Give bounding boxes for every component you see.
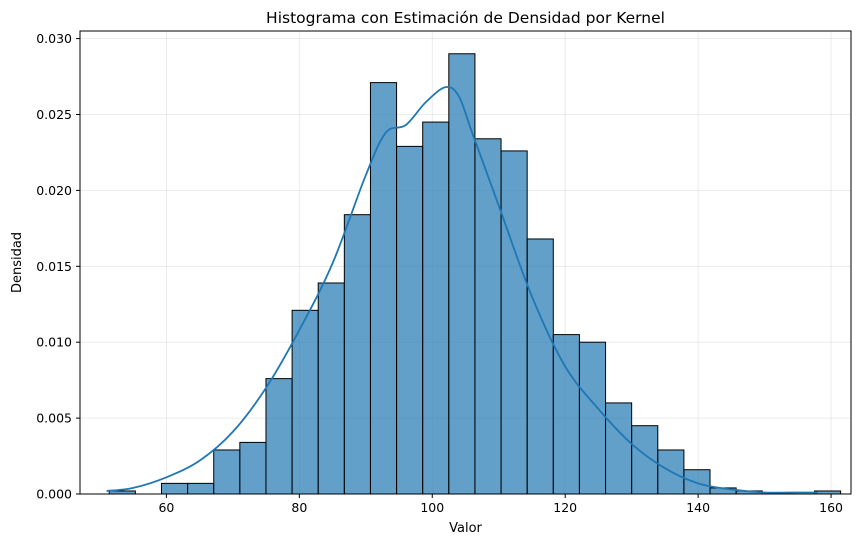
bar-19 <box>605 402 633 495</box>
bar-9 <box>343 214 371 495</box>
x-tick-label-3: 120 <box>553 500 577 515</box>
y-tick-label-3: 0.015 <box>36 259 72 274</box>
y-tick-label-6: 0.030 <box>36 31 72 46</box>
bar-2 <box>160 482 189 495</box>
chart-title: Histograma con Estimación de Densidad po… <box>266 9 665 27</box>
x-tick-label-2: 100 <box>420 500 444 515</box>
bar-8 <box>317 282 345 495</box>
x-axis-label: Valor <box>449 521 482 536</box>
bar-16 <box>526 238 554 495</box>
bar-11 <box>396 145 424 495</box>
y-tick-label-5: 0.025 <box>36 107 72 122</box>
bar-5 <box>239 441 267 495</box>
y-tick-label-4: 0.020 <box>36 183 72 198</box>
bar-20 <box>631 425 659 495</box>
bar-18 <box>578 341 607 495</box>
bar-12 <box>422 121 450 495</box>
bar-10 <box>369 82 398 495</box>
x-tick-label-1: 80 <box>291 500 307 515</box>
bar-3 <box>187 482 215 495</box>
plot-frame <box>79 30 852 495</box>
y-tick-label-0: 0.000 <box>36 487 72 502</box>
bar-13 <box>448 53 476 495</box>
bar-6 <box>265 378 293 495</box>
x-axis-ticks: 60 80 100 120 140 160 <box>158 494 843 515</box>
y-tick-label-2: 0.010 <box>36 335 72 350</box>
x-tick-label-5: 160 <box>819 500 843 515</box>
y-axis-label: Densidad <box>10 232 25 293</box>
bar-17 <box>552 334 580 495</box>
bar-22 <box>683 469 711 495</box>
bar-4 <box>213 449 241 495</box>
y-tick-label-1: 0.005 <box>36 411 72 426</box>
x-tick-label-4: 140 <box>686 500 710 515</box>
bar-15 <box>500 150 528 495</box>
x-tick-label-0: 60 <box>158 500 174 515</box>
y-axis-ticks: 0.000 0.005 0.010 0.015 0.020 0.025 0.030 <box>36 31 80 502</box>
kde-curve <box>106 86 818 494</box>
bar-14 <box>474 138 502 495</box>
histogram-bars <box>108 53 842 495</box>
